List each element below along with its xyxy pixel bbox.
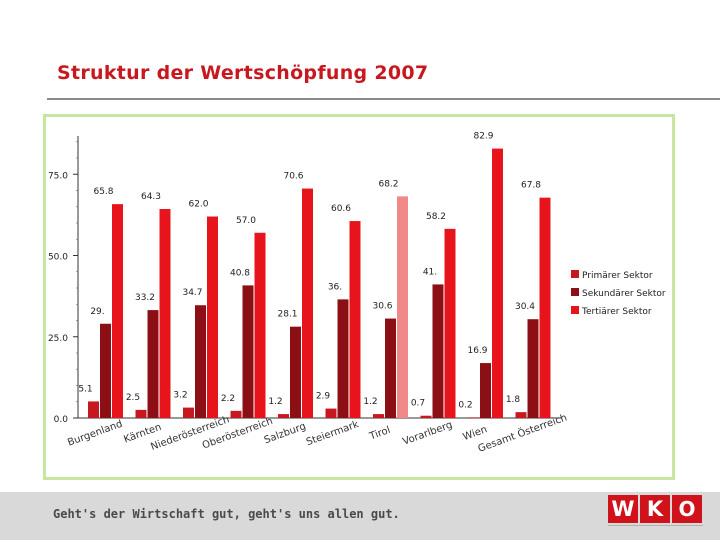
wko-logo: W K O [608, 495, 703, 529]
data-label-tertiarer-sektor-niederosterreich: 62.0 [188, 200, 208, 210]
category-label-tirol: Tirol [367, 425, 392, 443]
bar-primarer-sektor-steiermark [325, 408, 337, 418]
bar-primarer-sektor-burgenland [88, 401, 99, 418]
category-label-vorarlberg: Vorarlberg [401, 420, 454, 448]
data-label-sekundarer-sektor-karnten: 33.2 [135, 293, 155, 303]
data-label-sekundarer-sektor-tirol: 30.6 [372, 302, 392, 312]
data-label-tertiarer-sektor-karnten: 64.3 [141, 192, 161, 202]
category-label-wien: Wien [462, 424, 489, 443]
bar-tertiarer-sektor-wien [492, 148, 503, 418]
y-tick-label: 0.0 [54, 415, 69, 425]
bar-tertiarer-sektor-tirol [397, 196, 408, 418]
bar-primarer-sektor-niederosterreich [183, 407, 194, 418]
legend-swatch-tertiarer-sektor [571, 306, 579, 314]
logo-letter-w: W [608, 495, 638, 523]
data-label-sekundarer-sektor-salzburg: 28.1 [277, 310, 297, 320]
data-label-primarer-sektor-steiermark: 2.9 [316, 392, 331, 402]
bar-primarer-sektor-vorarlberg [420, 415, 432, 418]
bar-sekundarer-sektor-burgenland [100, 323, 111, 418]
data-label-tertiarer-sektor-gesamt-osterreich: 67.8 [521, 181, 541, 191]
data-label-primarer-sektor-wien: 0.2 [458, 400, 472, 410]
bar-tertiarer-sektor-karnten [159, 209, 171, 418]
bar-tertiarer-sektor-oberosterreich [254, 232, 266, 418]
data-label-primarer-sektor-gesamt-osterreich: 1.8 [506, 395, 521, 405]
bar-sekundarer-sektor-niederosterreich [195, 305, 206, 418]
legend-label-primarer-sektor: Primärer Sektor [582, 271, 653, 281]
bar-tertiarer-sektor-burgenland [112, 204, 123, 418]
chart-frame [43, 114, 675, 480]
bar-primarer-sektor-salzburg [278, 414, 289, 418]
footer-slogan: Geht's der Wirtschaft gut, geht's uns al… [53, 507, 400, 521]
title-divider [47, 98, 720, 100]
footer-band [0, 492, 720, 540]
data-label-primarer-sektor-burgenland: 5.1 [78, 384, 92, 394]
bar-sekundarer-sektor-salzburg [290, 326, 301, 418]
logo-letter-o: O [672, 495, 702, 523]
bar-primarer-sektor-wien [468, 417, 479, 418]
data-label-tertiarer-sektor-salzburg: 70.6 [283, 172, 303, 182]
bar-primarer-sektor-tirol [373, 414, 384, 418]
y-tick-label: 50.0 [48, 253, 68, 263]
bar-primarer-sektor-gesamt-osterreich [515, 412, 527, 418]
bar-primarer-sektor-oberosterreich [230, 410, 242, 418]
data-label-sekundarer-sektor-wien: 16.9 [467, 346, 487, 356]
bar-sekundarer-sektor-vorarlberg [432, 284, 444, 418]
legend-swatch-sekundarer-sektor [571, 288, 579, 296]
bar-tertiarer-sektor-niederosterreich [207, 216, 218, 418]
data-label-primarer-sektor-karnten: 2.5 [126, 393, 140, 403]
legend-label-tertiarer-sektor: Tertiärer Sektor [581, 307, 652, 317]
logo-letter-k: K [640, 495, 670, 523]
data-label-sekundarer-sektor-niederosterreich: 34.7 [182, 288, 202, 298]
bar-sekundarer-sektor-gesamt-osterreich [527, 319, 539, 418]
bar-sekundarer-sektor-wien [480, 363, 491, 418]
bar-tertiarer-sektor-vorarlberg [444, 228, 456, 418]
data-label-tertiarer-sektor-wien: 82.9 [473, 132, 493, 142]
data-label-sekundarer-sektor-gesamt-osterreich: 30.4 [515, 302, 535, 312]
data-label-tertiarer-sektor-tirol: 68.2 [378, 179, 398, 189]
category-label-burgenland: Burgenland [66, 419, 124, 449]
data-label-primarer-sektor-vorarlberg: 0.7 [411, 399, 425, 409]
bar-sekundarer-sektor-oberosterreich [242, 285, 254, 418]
bar-primarer-sektor-karnten [135, 409, 147, 418]
bar-sekundarer-sektor-steiermark [337, 299, 349, 418]
logo-underline [608, 525, 703, 530]
data-label-tertiarer-sektor-oberosterreich: 57.0 [236, 216, 256, 226]
bar-sekundarer-sektor-tirol [385, 318, 396, 418]
data-label-tertiarer-sektor-burgenland: 65.8 [93, 187, 113, 197]
data-label-primarer-sektor-tirol: 1.2 [363, 397, 377, 407]
data-label-primarer-sektor-niederosterreich: 3.2 [173, 391, 187, 401]
data-label-sekundarer-sektor-steiermark: 36. [328, 282, 342, 292]
data-label-sekundarer-sektor-burgenland: 29. [90, 307, 104, 317]
data-label-tertiarer-sektor-vorarlberg: 58.2 [426, 212, 446, 222]
data-label-sekundarer-sektor-oberosterreich: 40.8 [230, 268, 250, 278]
y-tick-label: 75.0 [48, 171, 68, 181]
bar-sekundarer-sektor-karnten [147, 310, 159, 418]
bar-tertiarer-sektor-gesamt-osterreich [539, 197, 551, 418]
chart-svg: 0.0 25.0 50.0 75.0 5.1 29. 65.8 Burgenland 2.5 33… [48, 132, 666, 455]
bar-tertiarer-sektor-steiermark [349, 221, 361, 418]
y-tick-label: 25.0 [48, 334, 68, 344]
bar-tertiarer-sektor-salzburg [302, 188, 313, 418]
data-label-primarer-sektor-oberosterreich: 2.2 [221, 394, 235, 404]
legend-swatch-primarer-sektor [571, 270, 579, 278]
data-label-tertiarer-sektor-steiermark: 60.6 [331, 204, 351, 214]
data-label-primarer-sektor-salzburg: 1.2 [268, 397, 282, 407]
legend-label-sekundarer-sektor: Sekundärer Sektor [582, 289, 666, 299]
data-label-sekundarer-sektor-vorarlberg: 41. [423, 267, 437, 277]
page-title: Struktur der Wertschöpfung 2007 [57, 62, 429, 84]
category-label-steiermark: Steiermark [305, 419, 361, 448]
